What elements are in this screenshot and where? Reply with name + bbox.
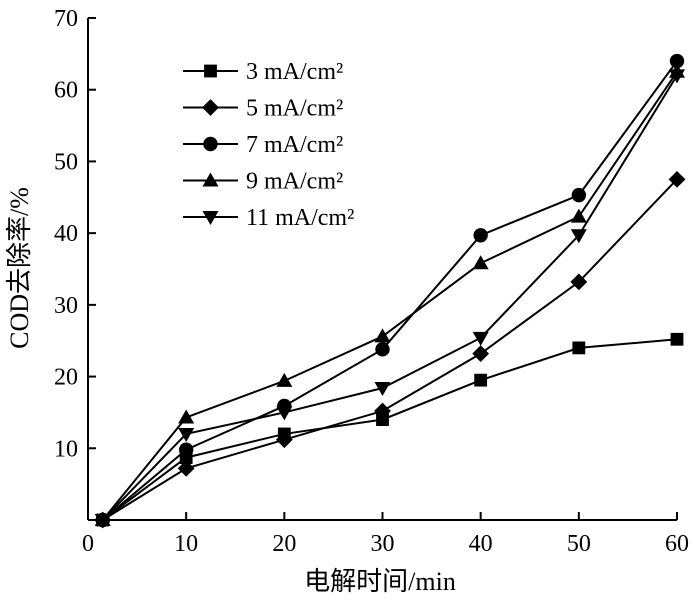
data-point (374, 328, 391, 343)
y-tick-label: 20 (54, 365, 78, 391)
data-point (276, 372, 293, 387)
y-axis-title: COD去除率/% (5, 187, 34, 349)
data-point (571, 187, 587, 203)
y-tick-label: 70 (54, 6, 78, 32)
legend-item: 7 mA/cm² (183, 132, 343, 158)
data-point (570, 229, 587, 244)
legend-marker (203, 136, 218, 152)
x-tick-label: 10 (174, 531, 198, 557)
legend-marker (202, 99, 219, 116)
data-point (178, 427, 195, 442)
legend-item: 5 mA/cm² (183, 96, 343, 122)
legend-marker (202, 211, 219, 225)
data-point (570, 273, 588, 291)
data-point (375, 342, 390, 357)
legend-label: 9 mA/cm² (246, 169, 343, 195)
legend-item: 3 mA/cm² (183, 59, 343, 85)
data-point (472, 331, 489, 346)
x-tick-label: 50 (567, 531, 591, 557)
data-point (474, 373, 488, 387)
series-layer (94, 53, 686, 529)
data-point (572, 341, 586, 355)
data-point (376, 413, 389, 426)
x-tick-label: 30 (371, 531, 395, 557)
y-tick-label: 60 (54, 78, 78, 104)
legend-label: 11 mA/cm² (246, 205, 354, 231)
data-point (570, 208, 587, 223)
legend-marker (202, 172, 219, 187)
y-tick-label: 30 (54, 293, 78, 319)
data-point (472, 255, 489, 270)
y-tick-label: 10 (54, 436, 78, 462)
data-point (374, 382, 391, 397)
x-tick-label: 0 (82, 531, 94, 557)
y-tick-label: 40 (54, 221, 78, 247)
x-tick-label: 60 (665, 531, 689, 557)
legend-label: 5 mA/cm² (246, 96, 343, 122)
series-2 (94, 170, 686, 529)
data-point (669, 69, 685, 84)
legend: 3 mA/cm² 5 mA/cm² 7 mA/cm² 9 mA/cm² 11 mA/cm… (183, 59, 354, 231)
data-point (276, 406, 293, 421)
legend-label: 7 mA/cm² (246, 132, 343, 158)
data-point (374, 402, 391, 420)
legend-item: 11 mA/cm² (183, 205, 354, 231)
axes-layer: 0 10 20 30 40 50 60 10 20 30 40 50 60 70 (54, 6, 689, 557)
x-tick-label: 20 (272, 531, 296, 557)
data-point (178, 409, 195, 424)
series-3 (95, 53, 685, 528)
x-axis-title: 电解时间/min (304, 567, 456, 596)
data-point (177, 459, 195, 477)
data-point (670, 332, 684, 346)
data-point (669, 53, 685, 69)
x-tick-label: 40 (469, 531, 493, 557)
data-point (473, 228, 488, 243)
series-5 (94, 69, 685, 528)
data-point (178, 442, 194, 457)
y-tick-label: 50 (54, 149, 78, 175)
legend-item: 9 mA/cm² (183, 169, 343, 195)
legend-marker (204, 64, 217, 78)
data-point (668, 170, 686, 188)
legend-label: 3 mA/cm² (246, 59, 343, 85)
data-point (472, 345, 490, 363)
data-point (275, 431, 293, 449)
